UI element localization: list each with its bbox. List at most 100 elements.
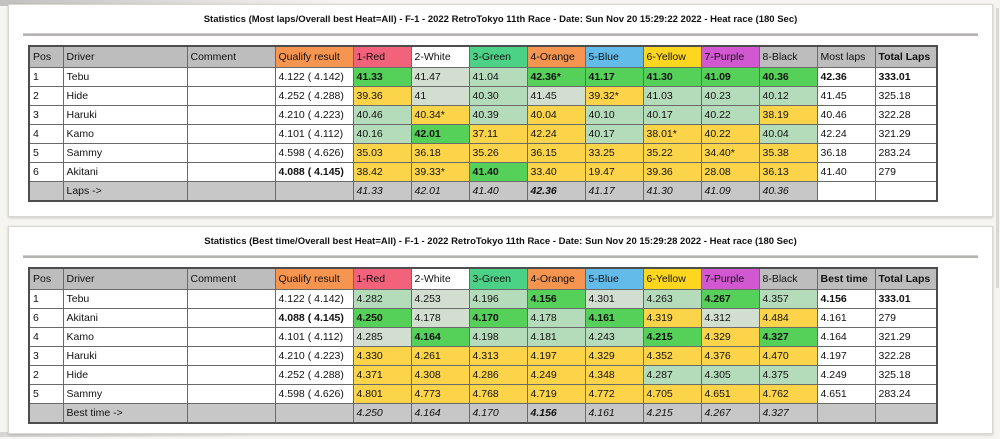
track-result-cell-4: 42.24 [526, 124, 586, 144]
summary-cell: 41.45 [816, 86, 876, 106]
pos-cell: 4 [28, 124, 64, 144]
track-result-cell-3: 37.11 [468, 124, 528, 144]
title-divider [23, 255, 978, 258]
track-result-cell-8: 40.36 [758, 67, 818, 87]
track-result-cell-5: 4.301 [584, 289, 644, 309]
driver-row: 3 Haruki 4.210 ( 4.223) 4.330 4.261 4.313 4.19… [28, 346, 938, 366]
column-header-4-orange: 4-Orange [526, 267, 586, 290]
column-header-8-black: 8-Black [758, 45, 818, 68]
comment-cell [186, 384, 276, 404]
best-time-table-container: Pos Driver Comment Qualify result 1-Red 2-Whi… [9, 267, 992, 424]
track-result-cell-7: 4.376 [700, 346, 760, 366]
track-result-cell-5: 39.32* [584, 86, 644, 106]
total-laps-cell: 325.18 [874, 86, 938, 106]
column-header-pos: Pos [28, 45, 64, 68]
column-header-most-laps: Most laps [816, 45, 876, 68]
track-result-cell-4: 36.15 [526, 143, 586, 163]
total-laps-cell: 279 [874, 162, 938, 182]
comment-cell [186, 162, 276, 182]
track-result-cell-1: 39.36 [352, 86, 412, 106]
total-laps-cell: 325.18 [874, 365, 938, 385]
track-result-cell-3: 4.313 [468, 346, 528, 366]
track-result-cell-7: 28.08 [700, 162, 760, 182]
track-result-cell-8: 40.12 [758, 86, 818, 106]
driver-cell: Haruki [62, 346, 188, 366]
track-result-cell-4: 4.197 [526, 346, 586, 366]
track-result-cell-6: 41.30 [642, 67, 702, 87]
track-result-cell-3: 4.198 [468, 327, 528, 347]
driver-cell: Hide [62, 86, 188, 106]
summary-cell: 4.164 [816, 327, 876, 347]
qualify-result-cell: 4.088 ( 4.145) [274, 308, 354, 328]
total-laps-cell: 283.24 [874, 143, 938, 163]
track-result-cell-4: 42.36* [526, 67, 586, 87]
column-header-best-time: Best time [816, 267, 876, 290]
column-header-total-laps: Total Laps [874, 45, 938, 68]
track-result-cell-3: 40.30 [468, 86, 528, 106]
track-result-cell-5: 40.17 [584, 124, 644, 144]
qualify-result-cell: 4.101 ( 4.112) [274, 124, 354, 144]
summary-cell: 42.24 [816, 124, 876, 144]
title-divider [23, 33, 978, 36]
track-result-cell-5: 19.47 [584, 162, 644, 182]
column-best-footer-row: Laps -> 41.33 42.01 41.40 42.36 41.17 41.30 41.… [28, 181, 938, 202]
total-laps-cell: 333.01 [874, 67, 938, 87]
comment-cell [186, 86, 276, 106]
track-result-cell-2: 42.01 [410, 124, 470, 144]
track-result-cell-5: 33.25 [584, 143, 644, 163]
pos-cell: 2 [28, 86, 64, 106]
qualify-result-cell: 4.122 ( 4.142) [274, 67, 354, 87]
driver-cell: Haruki [62, 105, 188, 125]
track-result-cell-1: 4.250 [352, 308, 412, 328]
pos-cell: 1 [28, 289, 64, 309]
footer-label-cell: Laps -> [62, 181, 188, 202]
column-header-8-black: 8-Black [758, 267, 818, 290]
driver-row: 4 Kamo 4.101 ( 4.112) 40.16 42.01 37.11 42.24 4… [28, 124, 938, 144]
column-best-footer-row: Best time -> 4.250 4.164 4.170 4.156 4.161 4.2… [28, 403, 938, 424]
driver-cell: Hide [62, 365, 188, 385]
header-row: Pos Driver Comment Qualify result 1-Red 2-Whi… [28, 45, 938, 68]
track-result-cell-6: 4.319 [642, 308, 702, 328]
track-result-cell-8: 4.327 [758, 327, 818, 347]
driver-row: 6 Akitani 4.088 ( 4.145) 38.42 39.33* 41.40 33… [28, 162, 938, 182]
stats-table: Pos Driver Comment Qualify result 1-Red 2-Whi… [28, 267, 938, 424]
track-result-cell-8: 4.484 [758, 308, 818, 328]
footer-label-cell: Best time -> [62, 403, 188, 424]
track-result-cell-2: 4.773 [410, 384, 470, 404]
driver-row: 4 Kamo 4.101 ( 4.112) 4.285 4.164 4.198 4.181 4… [28, 327, 938, 347]
pos-cell: 4 [28, 327, 64, 347]
track-result-cell-4: 4.156 [526, 289, 586, 309]
qualify-result-cell: 4.598 ( 4.626) [274, 384, 354, 404]
track-result-cell-2: 4.308 [410, 365, 470, 385]
track-result-cell-5: 4.243 [584, 327, 644, 347]
total-laps-cell: 321.29 [874, 327, 938, 347]
most-laps-table-container: Pos Driver Comment Qualify result 1-Red 2-Whi… [9, 45, 992, 202]
pos-cell: 3 [28, 105, 64, 125]
summary-cell: 4.156 [816, 289, 876, 309]
track-result-cell-7: 40.22 [700, 124, 760, 144]
track-result-cell-6: 41.03 [642, 86, 702, 106]
driver-cell: Kamo [62, 124, 188, 144]
track-result-cell-7: 4.651 [700, 384, 760, 404]
report-title-best-time: Statistics (Best time/Overall best Heat=… [204, 236, 797, 247]
footer-value-cell-7: 41.09 [700, 181, 760, 202]
footer-value-cell-6: 4.215 [642, 403, 702, 424]
track-result-cell-6: 4.352 [642, 346, 702, 366]
track-result-cell-7: 40.22 [700, 105, 760, 125]
driver-cell: Tebu [62, 289, 188, 309]
driver-row: 5 Sammy 4.598 ( 4.626) 35.03 36.18 35.26 36.15… [28, 143, 938, 163]
track-result-cell-2: 4.178 [410, 308, 470, 328]
driver-cell: Tebu [62, 67, 188, 87]
track-result-cell-5: 41.17 [584, 67, 644, 87]
scan-artifact-right [996, 8, 999, 288]
track-result-cell-1: 40.46 [352, 105, 412, 125]
track-result-cell-3: 4.196 [468, 289, 528, 309]
footer-value-cell-5: 41.17 [584, 181, 644, 202]
track-result-cell-7: 40.23 [700, 86, 760, 106]
column-header-6-yellow: 6-Yellow [642, 267, 702, 290]
track-result-cell-7: 4.312 [700, 308, 760, 328]
driver-cell: Sammy [62, 143, 188, 163]
track-result-cell-3: 41.04 [468, 67, 528, 87]
column-header-5-blue: 5-Blue [584, 45, 644, 68]
total-laps-cell: 322.28 [874, 346, 938, 366]
